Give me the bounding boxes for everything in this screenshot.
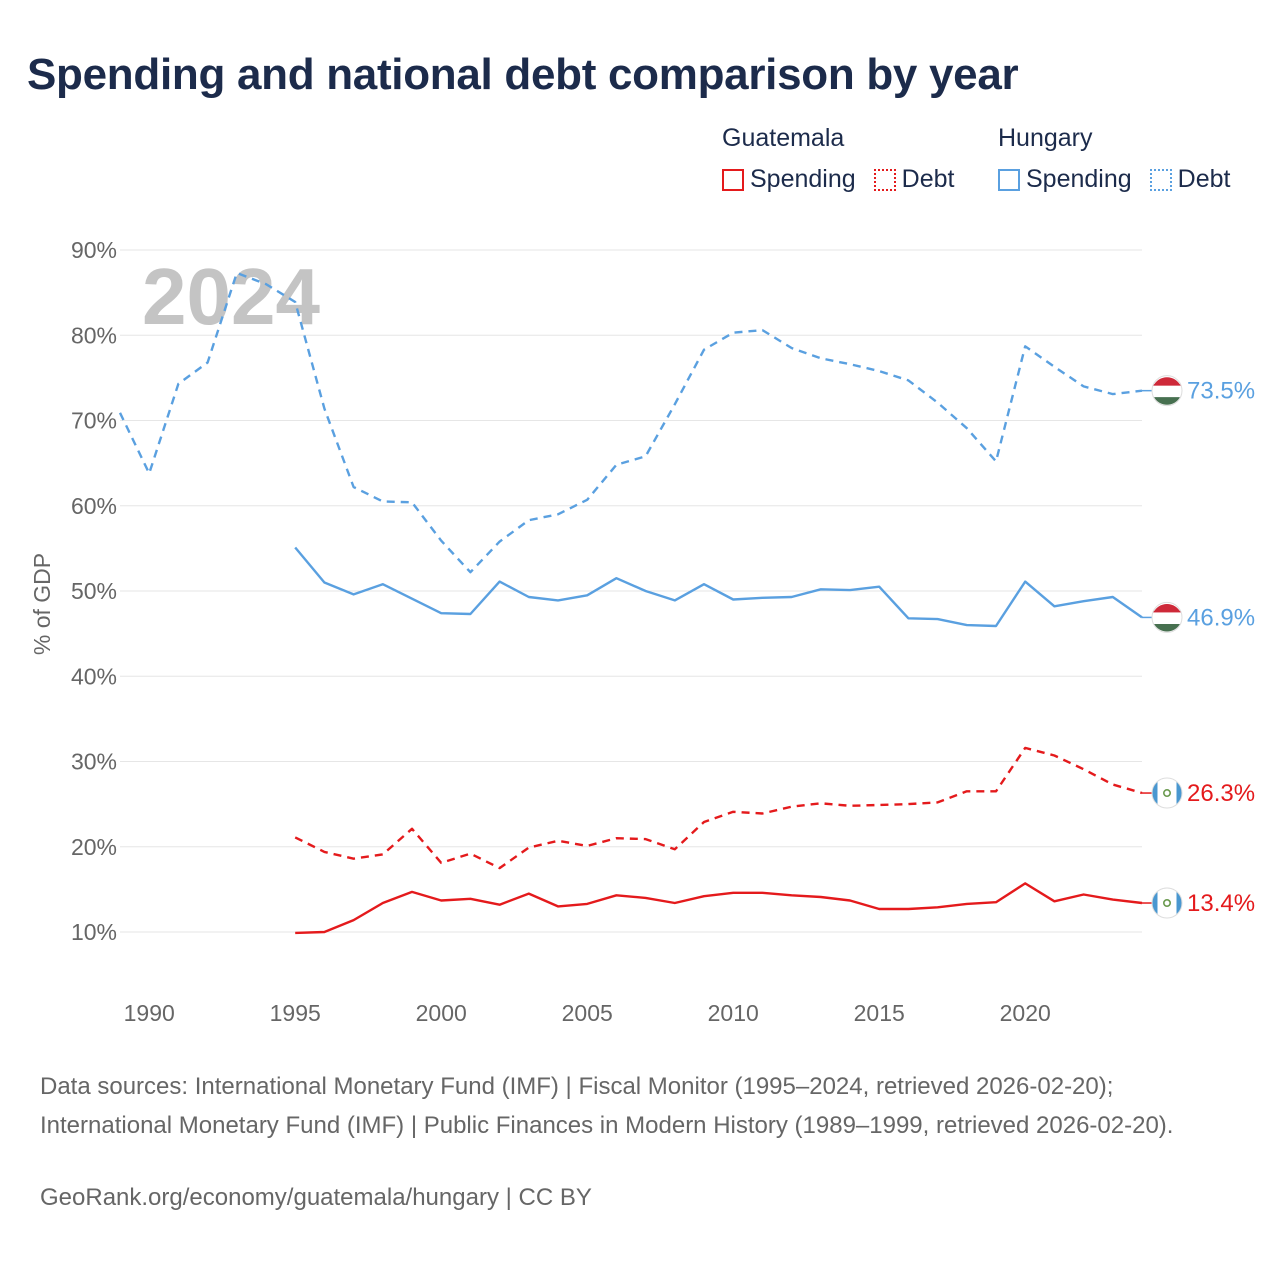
series-line-hungary-spending [294, 546, 1143, 628]
y-axis-label: % of GDP [29, 553, 55, 655]
legend-item-hungary-spending[interactable]: Spending [998, 165, 1132, 194]
x-axis-ticks: 1990 1995 2000 2005 2010 2015 2020 [124, 1000, 1051, 1026]
legend-hungary: Hungary Spending Debt [998, 124, 1230, 194]
legend-label: Spending [1026, 165, 1132, 193]
x-tick-label: 2000 [416, 1000, 467, 1026]
hungary-flag-icon [1151, 601, 1183, 633]
flag-emblem [1162, 899, 1171, 908]
y-tick-label: 50% [71, 578, 117, 604]
year-watermark: 2024 [142, 252, 320, 341]
flag-green-fill [1154, 397, 1180, 405]
y-tick-label: 20% [71, 834, 117, 860]
flag-red-band [1153, 603, 1181, 613]
guatemala-flag-icon [1151, 777, 1183, 809]
flag-middle [1152, 385, 1182, 396]
data-sources-note: Data sources: International Monetary Fun… [40, 1073, 1174, 1139]
legend-label: Debt [901, 165, 955, 193]
x-tick-label: 1990 [124, 1000, 175, 1026]
y-tick-label: 70% [71, 408, 117, 434]
legend-item-guatemala-spending[interactable]: Spending [722, 165, 856, 194]
flag-middle [1152, 612, 1182, 623]
legend-item-guatemala-debt[interactable]: Debt [873, 165, 955, 194]
flag-red-band [1153, 377, 1181, 386]
flag-green-fill [1154, 624, 1180, 632]
end-value-label: 26.3% [1187, 780, 1255, 807]
flag-outline [1151, 375, 1183, 407]
y-axis-ticks: 10% 20% 30% 40% 50% 60% 70% 80% 90% [71, 237, 117, 945]
series-lines [118, 271, 1143, 935]
y-tick-label: 10% [71, 919, 117, 945]
flag-outline [1151, 887, 1183, 919]
guatemala-flag-icon [1151, 887, 1183, 919]
gridlines [120, 249, 1142, 933]
chart-title: Spending and national debt comparison by… [27, 50, 1019, 99]
end-value-label: 13.4% [1187, 890, 1255, 917]
flag-outline [1151, 777, 1183, 809]
y-tick-label: 30% [71, 749, 117, 775]
flag-white-band [1157, 888, 1177, 919]
legend-group-title-hungary: Hungary [998, 124, 1093, 152]
legend-swatch-dotted-blue [1149, 168, 1172, 191]
y-tick-label: 40% [71, 663, 117, 689]
end-value-label: 46.9% [1187, 604, 1255, 631]
y-tick-label: 90% [71, 237, 117, 263]
legend-guatemala: Guatemala Spending Debt [722, 124, 954, 194]
legend-group-title-guatemala: Guatemala [722, 124, 845, 152]
hungary-flag-icon [1151, 375, 1183, 407]
legend-item-hungary-debt[interactable]: Debt [1149, 165, 1231, 194]
flag-white-band [1157, 778, 1177, 809]
flag-outline [1151, 601, 1183, 633]
line-chart: 10% 20% 30% 40% 50% 60% 70% 80% 90% 1990 1995 2000… [29, 237, 1255, 1026]
end-value-label: 73.5% [1187, 378, 1255, 405]
series-line-hungary-debt [118, 271, 1143, 574]
legend-swatch-solid-blue [998, 168, 1020, 191]
legend-swatch-dotted-red [873, 168, 896, 191]
y-tick-label: 80% [71, 322, 117, 348]
x-tick-label: 2005 [562, 1000, 613, 1026]
x-tick-label: 2010 [708, 1000, 759, 1026]
end-markers: 73.5% 46.9% 26.3% 13.4% [1142, 375, 1255, 919]
legend-label: Debt [1177, 165, 1231, 193]
flag-emblem [1162, 789, 1171, 798]
x-tick-label: 2015 [854, 1000, 905, 1026]
x-tick-label: 1995 [270, 1000, 321, 1026]
y-tick-label: 60% [71, 493, 117, 519]
legend-label: Spending [750, 165, 856, 193]
series-line-guatemala-debt [294, 746, 1143, 870]
series-line-guatemala-spending [295, 882, 1143, 935]
legend-swatch-solid-red [722, 168, 744, 191]
credit-link[interactable]: GeoRank.org/economy/guatemala/hungary | … [40, 1184, 592, 1211]
x-tick-label: 2020 [1000, 1000, 1051, 1026]
